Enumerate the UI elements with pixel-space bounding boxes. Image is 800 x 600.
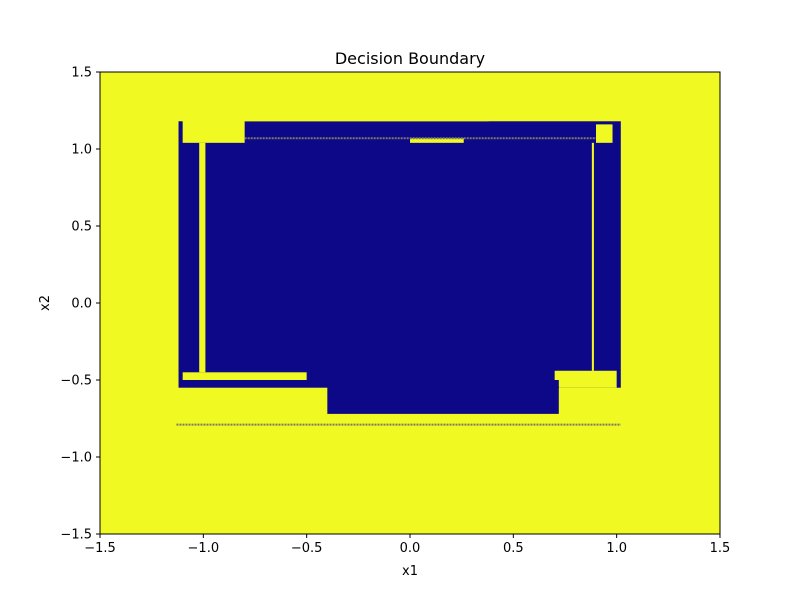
x-tick-label: −1.5 (84, 541, 116, 556)
decision-region-8 (554, 370, 617, 380)
y-tick-label: 1.5 (71, 66, 92, 81)
y-axis-label: x2 (38, 295, 53, 311)
y-tick-label: −0.5 (60, 374, 92, 389)
x-tick-label: 0.5 (503, 541, 524, 556)
decision-region-9 (558, 380, 617, 388)
y-axis-ticks: −1.5 −1.0 −0.5 0.0 0.5 1.0 1.5 (60, 66, 100, 543)
y-tick-label: −1.0 (60, 451, 92, 466)
plot-area (99, 71, 721, 535)
chart-title: Decision Boundary (335, 49, 485, 68)
y-tick-label: 0.0 (71, 297, 92, 312)
decision-region-5 (199, 142, 206, 373)
x-tick-label: 0.0 (400, 541, 421, 556)
y-tick-label: 1.0 (71, 143, 92, 158)
decision-region-7 (182, 372, 307, 380)
decision-region-0 (178, 121, 621, 388)
decision-region-6 (591, 142, 594, 371)
decision-region-3 (596, 124, 613, 143)
y-tick-label: −1.5 (60, 528, 92, 543)
decision-region-10 (327, 386, 559, 414)
x-tick-label: −1.0 (188, 541, 220, 556)
x-tick-label: 1.0 (606, 541, 627, 556)
x-tick-label: −0.5 (291, 541, 323, 556)
decision-region-1 (182, 119, 245, 143)
x-axis-ticks: −1.5 −1.0 −0.5 0.0 0.5 1.0 1.5 (84, 534, 730, 556)
decision-region-2 (244, 115, 489, 122)
decision-region-4 (410, 138, 464, 143)
x-tick-label: 1.5 (710, 541, 731, 556)
y-tick-label: 0.5 (71, 220, 92, 235)
x-axis-label: x1 (402, 564, 418, 579)
